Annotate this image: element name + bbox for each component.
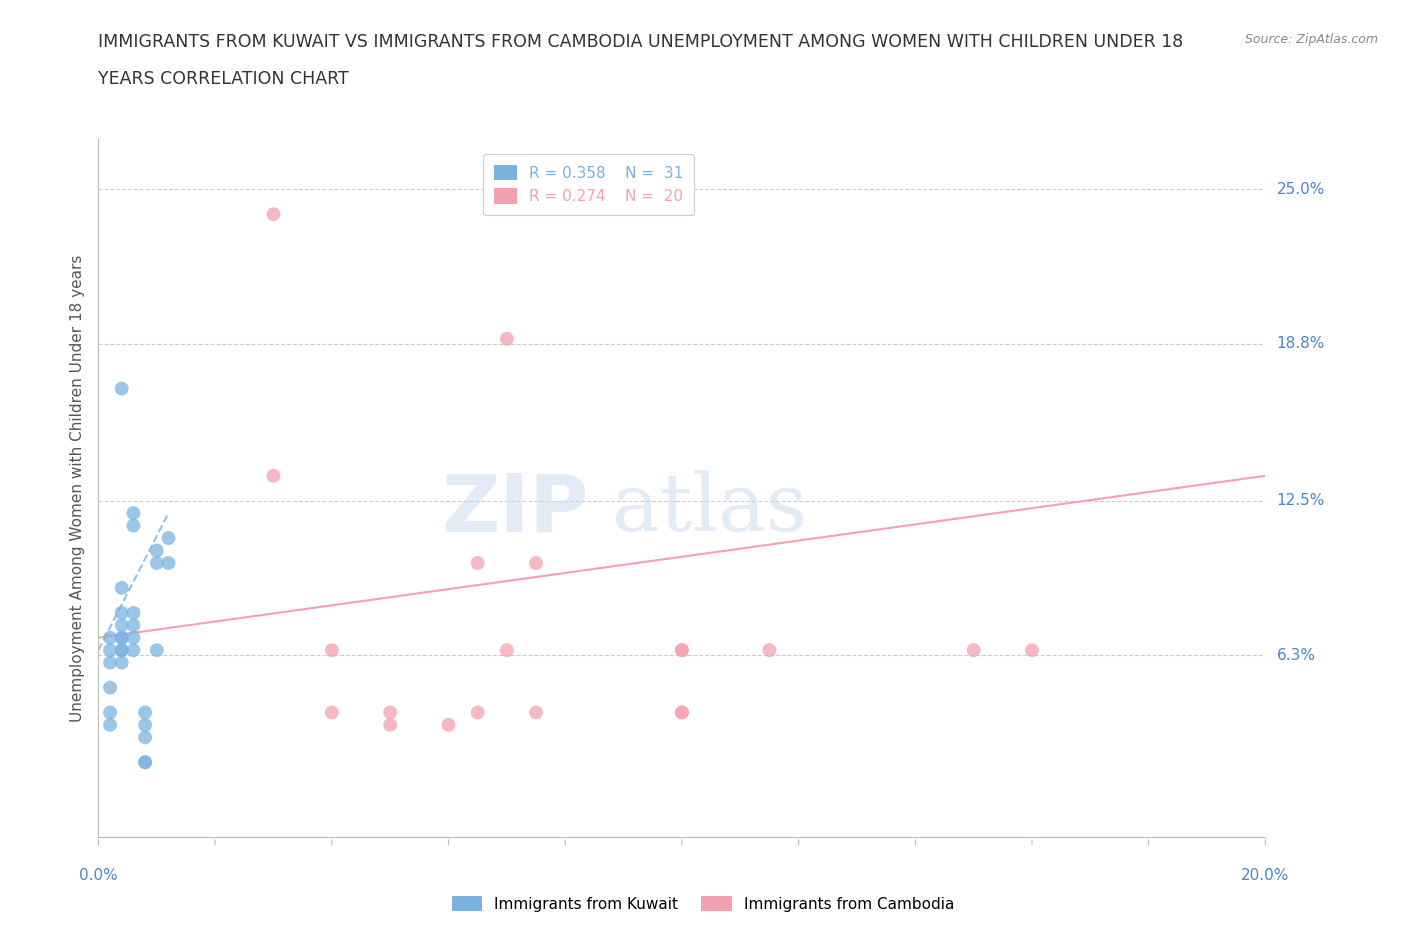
Point: [98, 680, 121, 695]
Point: [378, 717, 402, 732]
Point: [111, 580, 134, 595]
Point: [321, 643, 343, 658]
Point: [122, 605, 145, 620]
Text: 25.0%: 25.0%: [1277, 182, 1324, 197]
Point: [134, 717, 156, 732]
Point: [98, 656, 121, 671]
Point: [111, 643, 134, 658]
Point: [111, 656, 134, 671]
Point: [157, 531, 180, 546]
Point: [262, 206, 284, 221]
Point: [111, 618, 134, 632]
Text: 20.0%: 20.0%: [1241, 868, 1289, 883]
Point: [134, 705, 156, 720]
Point: [111, 381, 134, 396]
Point: [262, 469, 284, 484]
Point: [134, 755, 156, 770]
Point: [146, 643, 169, 658]
Point: [758, 643, 780, 658]
Point: [378, 705, 402, 720]
Point: [122, 618, 145, 632]
Y-axis label: Unemployment Among Women with Children Under 18 years: Unemployment Among Women with Children U…: [69, 255, 84, 722]
Point: [134, 730, 156, 745]
Point: [437, 717, 460, 732]
Point: [671, 705, 693, 720]
Point: [321, 705, 343, 720]
Point: [134, 755, 156, 770]
Point: [122, 518, 145, 533]
Text: 12.5%: 12.5%: [1277, 493, 1324, 508]
Point: [122, 643, 145, 658]
Text: ZIP: ZIP: [441, 471, 589, 548]
Point: [98, 643, 121, 658]
Point: [98, 631, 121, 645]
Text: 0.0%: 0.0%: [79, 868, 118, 883]
Point: [962, 643, 984, 658]
Point: [467, 705, 489, 720]
Legend: Immigrants from Kuwait, Immigrants from Cambodia: Immigrants from Kuwait, Immigrants from …: [446, 889, 960, 918]
Point: [495, 643, 517, 658]
Point: [111, 605, 134, 620]
Text: 18.8%: 18.8%: [1277, 337, 1324, 352]
Point: [111, 631, 134, 645]
Text: YEARS CORRELATION CHART: YEARS CORRELATION CHART: [98, 70, 349, 87]
Point: [157, 555, 180, 570]
Point: [467, 555, 489, 570]
Point: [111, 631, 134, 645]
Point: [495, 331, 517, 346]
Point: [98, 705, 121, 720]
Text: Source: ZipAtlas.com: Source: ZipAtlas.com: [1244, 33, 1378, 46]
Point: [98, 717, 121, 732]
Text: atlas: atlas: [612, 471, 807, 548]
Point: [111, 643, 134, 658]
Point: [524, 555, 547, 570]
Point: [524, 705, 547, 720]
Text: IMMIGRANTS FROM KUWAIT VS IMMIGRANTS FROM CAMBODIA UNEMPLOYMENT AMONG WOMEN WITH: IMMIGRANTS FROM KUWAIT VS IMMIGRANTS FRO…: [98, 33, 1184, 50]
Text: 6.3%: 6.3%: [1277, 647, 1316, 663]
Point: [671, 643, 693, 658]
Point: [122, 506, 145, 521]
Point: [122, 631, 145, 645]
Point: [146, 543, 169, 558]
Point: [146, 555, 169, 570]
Point: [671, 643, 693, 658]
Point: [1021, 643, 1043, 658]
Legend: R = 0.358    N =  31, R = 0.274    N =  20: R = 0.358 N = 31, R = 0.274 N = 20: [484, 154, 695, 215]
Point: [671, 705, 693, 720]
